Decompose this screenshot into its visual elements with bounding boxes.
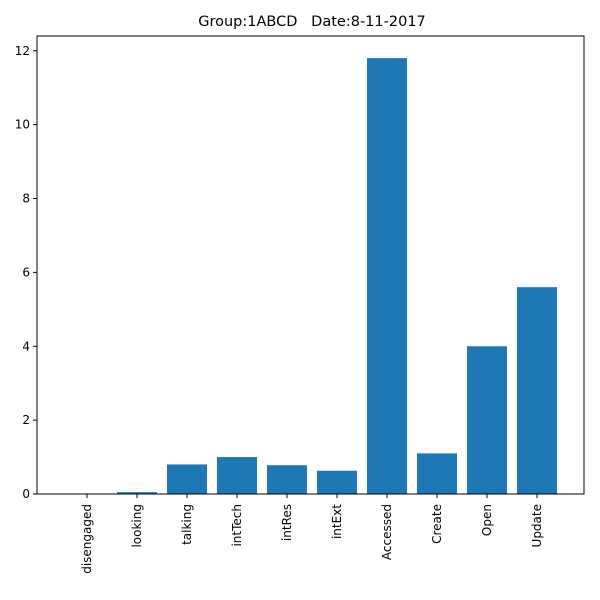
bar-intext [317,470,357,494]
x-tick-label: Update [530,504,544,547]
bar-open [467,346,507,494]
bar-intres [267,465,307,494]
bars-layer [117,58,557,494]
bar-update [517,287,557,494]
plot-frame [36,35,585,495]
y-tick-label: 6 [22,265,30,279]
y-axis: 0 2 4 6 8 10 12 [15,44,37,501]
y-tick-label: 10 [15,118,30,132]
bar-talking [167,464,207,494]
bar-looking [117,492,157,494]
x-tick-label: disengaged [80,504,94,574]
x-tick-label: Accessed [380,504,394,560]
y-tick-label: 4 [22,339,30,353]
bar-accessed [367,58,407,494]
chart-title: Group:1ABCD Date:8-11-2017 [198,14,426,30]
x-tick-label: intExt [330,504,344,539]
x-tick-label: intRes [280,504,294,541]
y-tick-label: 8 [22,192,30,206]
x-tick-label: looking [130,504,144,548]
x-tick-label: Create [430,504,444,544]
x-axis: disengaged looking talking intTech intRes int… [80,494,544,574]
x-tick-label: Open [480,504,494,536]
x-tick-label: talking [180,504,194,545]
y-tick-label: 12 [15,44,30,58]
y-tick-label: 2 [22,413,30,427]
y-tick-label: 0 [22,487,30,501]
bar-create [417,453,457,494]
x-tick-label: intTech [230,504,244,547]
bar-inttech [217,457,257,494]
